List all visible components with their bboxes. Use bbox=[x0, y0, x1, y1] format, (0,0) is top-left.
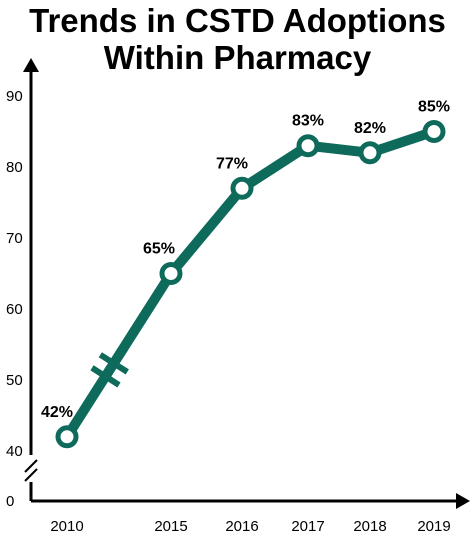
y-tick-label: 80 bbox=[6, 159, 23, 176]
y-tick-label: 90 bbox=[6, 88, 23, 105]
data-point bbox=[296, 134, 320, 158]
data-label: 42% bbox=[41, 404, 73, 421]
x-tick-labels: 2010 2015 2016 2017 2018 2019 bbox=[50, 518, 450, 535]
y-axis-break-mark bbox=[24, 468, 38, 482]
data-labels: 42% 65% 77% 83% 82% 85% bbox=[41, 99, 450, 421]
data-label: 82% bbox=[354, 120, 386, 137]
data-label: 65% bbox=[143, 241, 175, 258]
x-tick-label: 2019 bbox=[417, 518, 450, 535]
y-tick-labels: 0 40 50 60 70 80 90 bbox=[6, 88, 23, 510]
data-point bbox=[230, 176, 254, 200]
data-series bbox=[55, 120, 446, 449]
line-break-mark bbox=[98, 352, 129, 375]
x-tick-label: 2010 bbox=[50, 518, 83, 535]
data-point bbox=[422, 120, 446, 143]
data-label: 83% bbox=[292, 113, 324, 130]
data-point bbox=[55, 425, 79, 449]
x-tick-label: 2017 bbox=[291, 518, 324, 535]
x-tick-label: 2018 bbox=[353, 518, 386, 535]
chart-axes bbox=[23, 58, 470, 509]
y-tick-label: 70 bbox=[6, 230, 23, 247]
y-tick-label: 40 bbox=[6, 443, 23, 460]
line-break-mark bbox=[90, 365, 121, 388]
y-axis-arrow bbox=[23, 58, 39, 72]
chart-title: Trends in CSTD Adoptions Within Pharmacy bbox=[0, 2, 475, 76]
y-tick-label: 50 bbox=[6, 372, 23, 389]
y-tick-label: 60 bbox=[6, 301, 23, 318]
data-label: 77% bbox=[216, 155, 248, 172]
y-axis-break-mark bbox=[24, 459, 38, 473]
y-tick-label: 0 bbox=[6, 493, 14, 510]
chart-title-line-1: Trends in CSTD Adoptions bbox=[29, 2, 446, 39]
x-tick-label: 2015 bbox=[154, 518, 187, 535]
data-point bbox=[358, 141, 382, 165]
x-tick-label: 2016 bbox=[225, 518, 258, 535]
data-label: 85% bbox=[418, 99, 450, 116]
x-axis-arrow bbox=[456, 493, 470, 509]
series-line bbox=[62, 126, 439, 442]
chart-title-line-2: Within Pharmacy bbox=[103, 39, 372, 76]
data-point bbox=[159, 262, 183, 285]
